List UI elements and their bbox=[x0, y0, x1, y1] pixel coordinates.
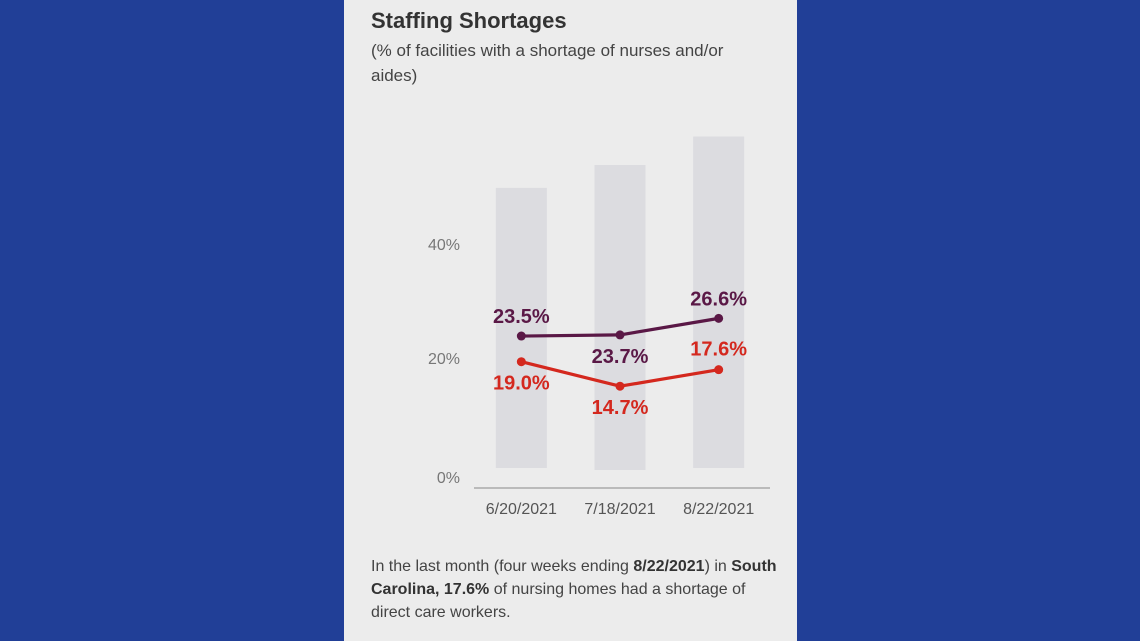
footnote-state-value: South Carolina, 17.6% bbox=[371, 558, 777, 598]
y-tick-label: 20% bbox=[428, 351, 460, 368]
footnote-text-2: ) in bbox=[704, 558, 732, 575]
data-point bbox=[714, 365, 724, 375]
footnote-text-1: In the last month (four weeks ending bbox=[371, 558, 634, 575]
data-label: 14.7% bbox=[592, 397, 649, 419]
y-tick-label: 0% bbox=[437, 470, 460, 487]
data-label: 23.5% bbox=[493, 306, 550, 328]
x-tick-label: 7/18/2021 bbox=[584, 501, 655, 518]
x-tick-label: 6/20/2021 bbox=[486, 501, 557, 518]
data-point bbox=[516, 331, 526, 341]
chart-panel: Staffing Shortages (% of facilities with… bbox=[344, 0, 797, 641]
background-bar bbox=[495, 187, 547, 468]
data-label: 23.7% bbox=[592, 346, 649, 368]
chart-subtitle: (% of facilities with a shortage of nurs… bbox=[371, 41, 724, 85]
background-bar bbox=[594, 165, 646, 471]
data-point bbox=[615, 330, 625, 340]
chart-title: Staffing Shortages bbox=[371, 8, 567, 33]
data-point bbox=[615, 381, 625, 391]
footnote: In the last month (four weeks ending 8/2… bbox=[371, 555, 781, 624]
staffing-chart: 0% 20% 40% 6/20/2021 7/18/2021 8/22/2021 23.5%… bbox=[428, 136, 770, 518]
data-label: 26.6% bbox=[690, 288, 747, 310]
footnote-text-3: of nursing homes had a shortage of direc… bbox=[371, 581, 746, 621]
data-label: 19.0% bbox=[493, 373, 550, 395]
x-tick-label: 8/22/2021 bbox=[683, 501, 754, 518]
footnote-date: 8/22/2021 bbox=[633, 558, 705, 575]
data-point bbox=[516, 357, 526, 367]
y-tick-label: 40% bbox=[428, 237, 460, 254]
data-label: 17.6% bbox=[690, 339, 747, 361]
data-point bbox=[714, 313, 724, 323]
background-bar bbox=[693, 136, 745, 469]
